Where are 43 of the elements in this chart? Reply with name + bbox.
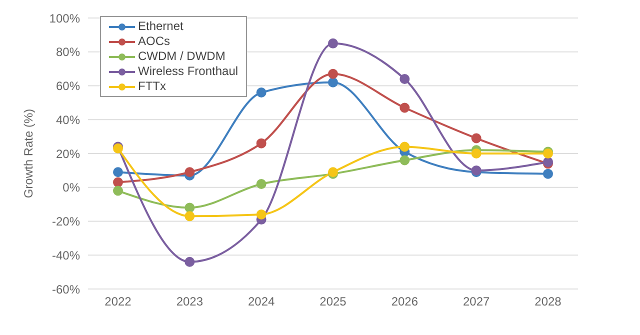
point (471, 148, 482, 158)
point (113, 186, 123, 196)
legend-label: AOCs (138, 34, 170, 49)
point (400, 74, 410, 84)
x-tick-label: 2024 (248, 294, 276, 309)
y-tick-label: -20% (52, 214, 80, 229)
point (543, 168, 553, 179)
legend-label: Wireless Fronthaul (138, 64, 238, 79)
y-tick-label: 80% (56, 45, 80, 60)
y-tick-label: 0% (62, 180, 80, 195)
x-tick-label: 2026 (391, 294, 418, 309)
y-tick-label: 40% (56, 112, 80, 127)
point (328, 38, 338, 48)
y-tick-label: -40% (52, 248, 80, 262)
point (113, 177, 123, 188)
y-tick-label: 20% (56, 146, 80, 161)
x-tick-label: 2022 (104, 294, 132, 309)
y-tick-label: 100% (49, 11, 80, 26)
point (184, 256, 195, 267)
point (256, 209, 266, 220)
point (256, 138, 266, 148)
point (328, 77, 338, 88)
point (113, 167, 123, 178)
point (184, 167, 195, 178)
point (256, 88, 266, 98)
point (400, 142, 410, 152)
point (256, 178, 266, 189)
legend-label: Ethernet (138, 19, 184, 34)
point (400, 155, 410, 166)
y-tick-label: 60% (56, 79, 80, 94)
point (184, 202, 195, 213)
x-tick-label: 2028 (534, 294, 562, 309)
x-tick-label: 2023 (176, 294, 204, 309)
point (471, 133, 482, 144)
y-tick-label: -60% (52, 282, 80, 296)
legend-label: CWDM / DWDM (138, 49, 226, 64)
point (328, 68, 338, 79)
x-tick-label: 2027 (462, 294, 490, 309)
point (184, 211, 195, 222)
x-tick-label: 2025 (320, 294, 347, 309)
y-axis-title: Growth Rate (%) (21, 108, 36, 198)
legend-label: FTTx (138, 79, 166, 94)
point (400, 102, 410, 113)
